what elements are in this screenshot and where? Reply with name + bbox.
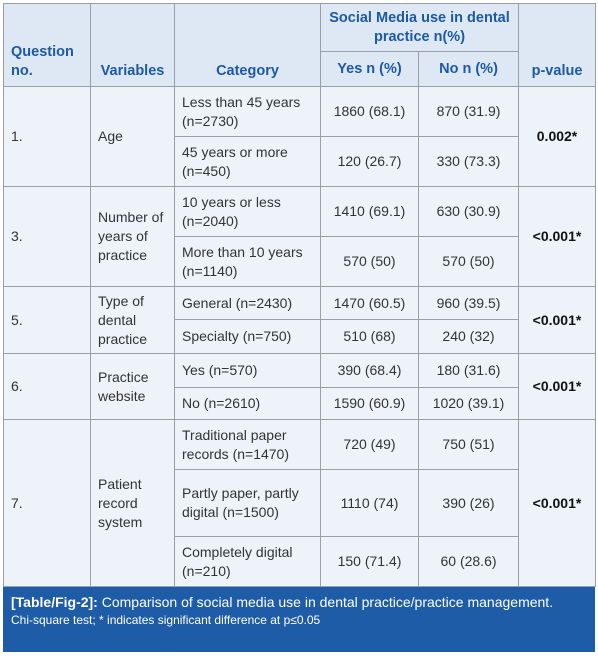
question-no: 7. bbox=[3, 419, 91, 587]
table-row: 5. Type of dental practice General (n=2430… bbox=[3, 286, 597, 354]
table-row: Partly paper, partly digital (n=1500) 111… bbox=[4, 469, 596, 537]
table-row: Completely digital (n=210) 150 (71.4) 60 (… bbox=[4, 536, 596, 587]
p-value: <0.001* bbox=[518, 186, 597, 287]
no-count: 750 (51) bbox=[417, 419, 520, 470]
table-row: More than 10 years (n=1140) 570 (50) 570 (… bbox=[4, 236, 596, 287]
p-value: 0.002* bbox=[518, 86, 597, 187]
yes-count: 1590 (60.9) bbox=[320, 387, 419, 420]
variable: Number of years of practice bbox=[90, 186, 175, 287]
yes-count: 570 (50) bbox=[320, 236, 419, 287]
category: Traditional paper records (n=1470) bbox=[174, 419, 321, 470]
table-row: Specialty (n=750) 510 (68) 240 (32) bbox=[4, 319, 596, 354]
category: 10 years or less (n=2040) bbox=[174, 186, 321, 237]
yes-count: 120 (26.7) bbox=[320, 136, 419, 187]
table-body: 1. Age Less than 45 years (n=2730) 1860 (68… bbox=[3, 86, 597, 587]
variable: Age bbox=[90, 86, 175, 187]
caption: [Table/Fig-2]: Comparison of social medi… bbox=[3, 587, 595, 652]
header-question: Question no. bbox=[3, 3, 91, 87]
p-value: <0.001* bbox=[518, 353, 597, 420]
question-no: 5. bbox=[3, 286, 91, 354]
no-count: 630 (30.9) bbox=[417, 186, 520, 237]
yes-count: 510 (68) bbox=[320, 319, 419, 354]
table-row: 6. Practice website Yes (n=570) 390 (68.4) 1… bbox=[3, 353, 597, 420]
table-row: 1. Age Less than 45 years (n=2730) 1860 (68… bbox=[3, 86, 597, 187]
table-row: 45 years or more (n=450) 120 (26.7) 330 (7… bbox=[4, 136, 596, 187]
table-row: 7. Patient record system Traditional paper… bbox=[3, 419, 597, 587]
yes-count: 1410 (69.1) bbox=[320, 186, 419, 237]
category: More than 10 years (n=1140) bbox=[174, 236, 321, 287]
variable: Type of dental practice bbox=[90, 286, 175, 354]
no-count: 390 (26) bbox=[417, 469, 520, 537]
caption-label: [Table/Fig-2]: bbox=[11, 594, 98, 610]
caption-text: Comparison of social media use in dental… bbox=[101, 594, 554, 610]
variable: Patient record system bbox=[90, 419, 175, 587]
header-group: Social Media use in dental practice n(%) bbox=[319, 3, 520, 52]
no-count: 180 (31.6) bbox=[417, 353, 520, 388]
question-no: 6. bbox=[3, 353, 91, 420]
no-count: 60 (28.6) bbox=[417, 536, 520, 587]
no-count: 1020 (39.1) bbox=[417, 387, 520, 420]
yes-count: 1110 (74) bbox=[320, 469, 419, 537]
question-no: 1. bbox=[3, 86, 91, 187]
yes-count: 1470 (60.5) bbox=[320, 286, 419, 320]
variable: Practice website bbox=[90, 353, 175, 420]
yes-count: 390 (68.4) bbox=[320, 353, 419, 388]
caption-note: Chi-square test; * indicates significant… bbox=[11, 613, 321, 627]
header-yes: Yes n (%) bbox=[320, 51, 419, 87]
table-row: 3. Number of years of practice 10 years or… bbox=[3, 186, 597, 287]
header-category: Category bbox=[174, 3, 321, 87]
no-count: 330 (73.3) bbox=[417, 136, 520, 187]
header-no: No n (%) bbox=[417, 51, 520, 87]
no-count: 240 (32) bbox=[417, 319, 520, 354]
category: Completely digital (n=210) bbox=[174, 536, 321, 587]
yes-count: 720 (49) bbox=[320, 419, 419, 470]
no-count: 570 (50) bbox=[417, 236, 520, 287]
category: General (n=2430) bbox=[174, 286, 321, 320]
category: No (n=2610) bbox=[174, 387, 321, 420]
category: Specialty (n=750) bbox=[174, 319, 321, 354]
p-value: <0.001* bbox=[518, 286, 597, 354]
category: 45 years or more (n=450) bbox=[174, 136, 321, 187]
header-p: p-value bbox=[518, 3, 597, 87]
no-count: 960 (39.5) bbox=[417, 286, 520, 320]
header-variables: Variables bbox=[90, 3, 175, 87]
category: Less than 45 years (n=2730) bbox=[174, 86, 321, 137]
category: Partly paper, partly digital (n=1500) bbox=[174, 469, 321, 537]
no-count: 870 (31.9) bbox=[417, 86, 520, 137]
table-figure: Question no. Variables Category Social M… bbox=[3, 3, 597, 652]
p-value: <0.001* bbox=[518, 419, 597, 587]
yes-count: 150 (71.4) bbox=[320, 536, 419, 587]
question-no: 3. bbox=[3, 186, 91, 287]
yes-count: 1860 (68.1) bbox=[320, 86, 419, 137]
table: Question no. Variables Category Social M… bbox=[3, 3, 597, 587]
category: Yes (n=570) bbox=[174, 353, 321, 388]
